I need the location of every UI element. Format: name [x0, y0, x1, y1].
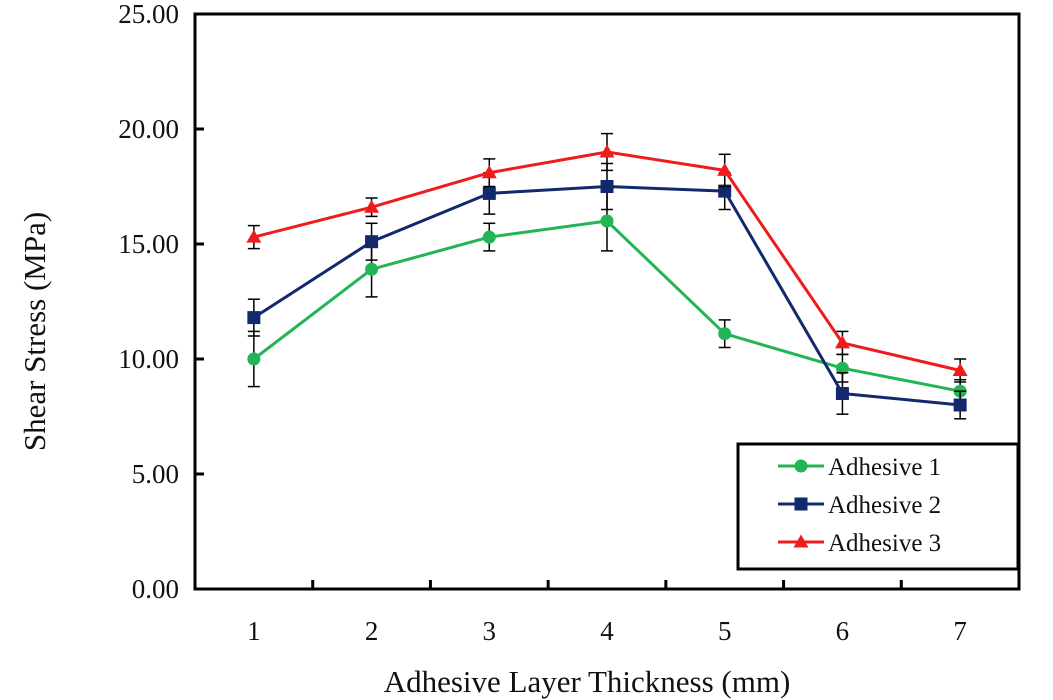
legend-items: Adhesive 1 Adhesive 2 Adhesive 3: [778, 454, 941, 557]
data-point: [599, 144, 615, 158]
legend-label: Adhesive 3: [828, 530, 941, 557]
data-point: [482, 186, 496, 200]
y-axis-title: Shear Stress (MPa): [17, 212, 52, 451]
y-axis-ticks: 0.00 5.00 10.00 15.00 20.00 25.00: [118, 0, 204, 604]
x-tick-label: 6: [836, 616, 850, 646]
legend-swatch-marker: [794, 459, 808, 473]
data-point: [365, 262, 379, 276]
data-point: [835, 387, 849, 400]
x-tick-label: 4: [600, 616, 614, 646]
data-point: [953, 398, 967, 412]
data-point: [718, 184, 732, 198]
data-point: [600, 214, 614, 228]
legend-swatch-marker: [794, 497, 808, 511]
y-tick-label: 25.00: [118, 0, 179, 29]
data-point: [481, 165, 497, 179]
x-axis-title: Adhesive Layer Thickness (mm): [384, 664, 791, 699]
legend-item: Adhesive 3: [778, 530, 941, 557]
x-tick-label: 1: [247, 616, 261, 646]
data-point: [482, 230, 496, 244]
data-point: [365, 235, 379, 249]
series-adhesive-3: [246, 132, 968, 383]
data-point: [600, 180, 614, 193]
y-tick-label: 20.00: [118, 114, 179, 144]
data-point: [364, 199, 380, 213]
data-point: [834, 335, 850, 349]
data-point: [718, 327, 732, 341]
data-point: [717, 162, 733, 176]
x-tick-label: 7: [953, 616, 967, 646]
x-tick-label: 2: [365, 616, 379, 646]
series-adhesive-1: [247, 190, 967, 404]
legend-item: Adhesive 1: [778, 454, 941, 481]
series-group: [246, 132, 968, 420]
data-point: [247, 311, 261, 325]
plot-area-frame: [193, 12, 1021, 591]
legend: Adhesive 1 Adhesive 2 Adhesive 3: [736, 442, 1020, 571]
data-point: [246, 229, 262, 243]
x-tick-label: 5: [718, 616, 732, 646]
legend-label: Adhesive 2: [828, 492, 941, 519]
y-tick-label: 15.00: [118, 229, 179, 259]
data-point: [835, 361, 849, 375]
data-point: [247, 352, 261, 366]
y-tick-label: 5.00: [132, 459, 179, 489]
legend-item: Adhesive 2: [778, 492, 941, 519]
data-point: [952, 363, 968, 376]
series-adhesive-2: [247, 162, 967, 420]
legend-swatch-marker: [793, 534, 809, 548]
legend-label: Adhesive 1: [828, 454, 941, 481]
x-tick-label: 3: [483, 616, 497, 646]
y-tick-label: 0.00: [132, 574, 179, 604]
y-tick-label: 10.00: [118, 344, 179, 374]
